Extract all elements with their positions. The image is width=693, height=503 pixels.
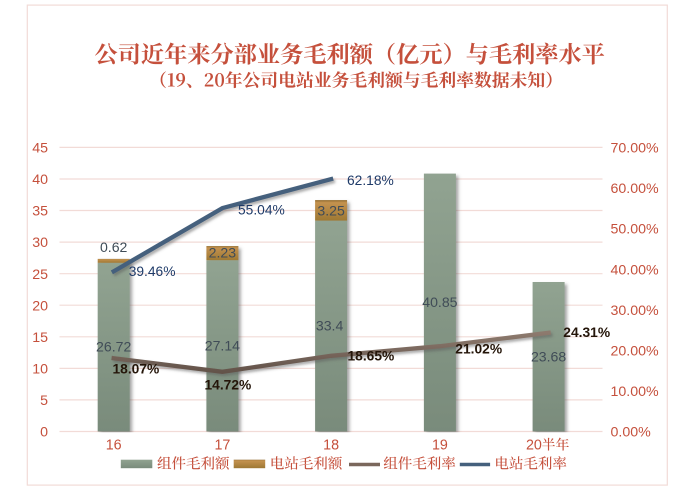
svg-text:14.72%: 14.72% [205, 378, 252, 393]
svg-text:62.18%: 62.18% [347, 173, 394, 188]
svg-text:0.00%: 0.00% [611, 425, 652, 441]
svg-text:33.4: 33.4 [316, 318, 344, 334]
svg-text:10.00%: 10.00% [611, 384, 660, 400]
svg-text:45: 45 [32, 141, 48, 157]
svg-text:70.00%: 70.00% [611, 141, 660, 157]
svg-text:0.62: 0.62 [100, 239, 128, 255]
svg-text:39.46%: 39.46% [129, 264, 176, 279]
svg-text:35: 35 [32, 204, 48, 220]
svg-text:18.65%: 18.65% [348, 348, 395, 363]
svg-text:17: 17 [214, 438, 230, 454]
svg-text:55.04%: 55.04% [238, 202, 285, 217]
svg-text:3.25: 3.25 [317, 203, 345, 219]
svg-text:20: 20 [526, 438, 542, 454]
svg-text:18.07%: 18.07% [113, 361, 160, 376]
svg-text:16: 16 [106, 438, 122, 454]
svg-text:18: 18 [323, 438, 339, 454]
svg-text:50.00%: 50.00% [611, 222, 660, 238]
svg-text:24.31%: 24.31% [563, 325, 610, 340]
svg-text:21.02%: 21.02% [455, 341, 502, 356]
svg-text:26.72: 26.72 [96, 339, 131, 355]
svg-text:23.68: 23.68 [531, 348, 566, 364]
svg-text:40.00%: 40.00% [611, 262, 660, 278]
svg-text:0: 0 [40, 425, 48, 441]
svg-text:40: 40 [32, 172, 48, 188]
svg-text:30.00%: 30.00% [611, 303, 660, 319]
svg-text:60.00%: 60.00% [611, 181, 660, 197]
svg-text:20.00%: 20.00% [611, 343, 660, 359]
svg-text:2.23: 2.23 [209, 245, 237, 261]
svg-text:19: 19 [432, 438, 448, 454]
svg-text:10: 10 [32, 361, 48, 377]
svg-text:20: 20 [32, 298, 48, 314]
svg-text:40.85: 40.85 [422, 294, 457, 310]
svg-text:15: 15 [32, 330, 48, 346]
svg-text:30: 30 [32, 235, 48, 251]
svg-text:27.14: 27.14 [205, 337, 240, 353]
svg-text:5: 5 [40, 393, 48, 409]
svg-text:25: 25 [32, 267, 48, 283]
